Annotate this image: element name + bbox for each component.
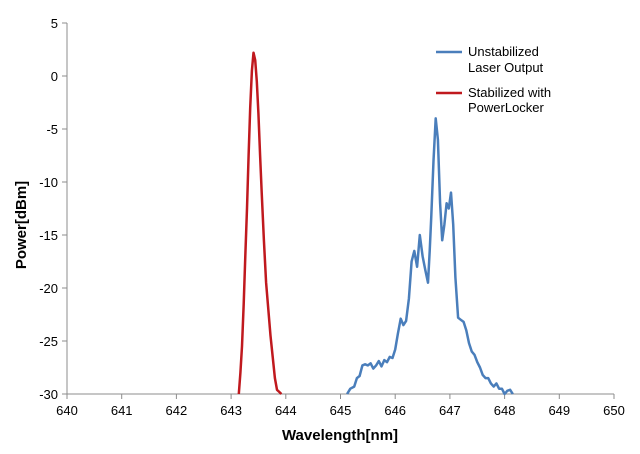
y-tick-label: 5 [51,16,58,31]
series-line-stabilized [237,51,283,395]
y-tick-label: -10 [39,175,58,190]
x-tick-label: 649 [548,403,570,418]
legend-label-unstabilized-line1: Unstabilized [468,44,539,59]
legend-label-stabilized-line2: PowerLocker [468,100,545,115]
x-tick-label: 648 [494,403,516,418]
x-tick-label: 644 [275,403,297,418]
y-tick-label: -30 [39,387,58,402]
y-ticks: 5 0 -5 -10 -15 -20 -25 -30 [39,16,67,402]
legend-item-stabilized: Stabilized with PowerLocker [436,85,551,115]
legend-label-stabilized-line1: Stabilized with [468,85,551,100]
series-line-unstabilized [346,117,514,396]
x-axis-title: Wavelength[nm] [282,427,398,444]
legend: Unstabilized Laser Output Stabilized wit… [436,44,551,115]
plot-frame [66,23,614,395]
x-ticks: 640 641 642 643 644 645 646 647 648 649 650 [56,394,625,418]
y-tick-label: 0 [51,69,58,84]
y-tick-label: -15 [39,228,58,243]
legend-label-unstabilized-line2: Laser Output [468,60,544,75]
y-axis-title: Power[dBm] [13,181,30,269]
legend-item-unstabilized: Unstabilized Laser Output [436,44,544,75]
x-tick-label: 642 [166,403,188,418]
y-tick-label: -25 [39,334,58,349]
y-tick-label: -20 [39,281,58,296]
series-layer [237,51,514,396]
x-tick-label: 640 [56,403,78,418]
x-tick-label: 641 [111,403,133,418]
x-tick-label: 643 [220,403,242,418]
y-tick-label: -5 [46,122,58,137]
x-tick-label: 645 [330,403,352,418]
x-tick-label: 647 [439,403,461,418]
x-tick-label: 646 [384,403,406,418]
x-tick-label: 650 [603,403,625,418]
